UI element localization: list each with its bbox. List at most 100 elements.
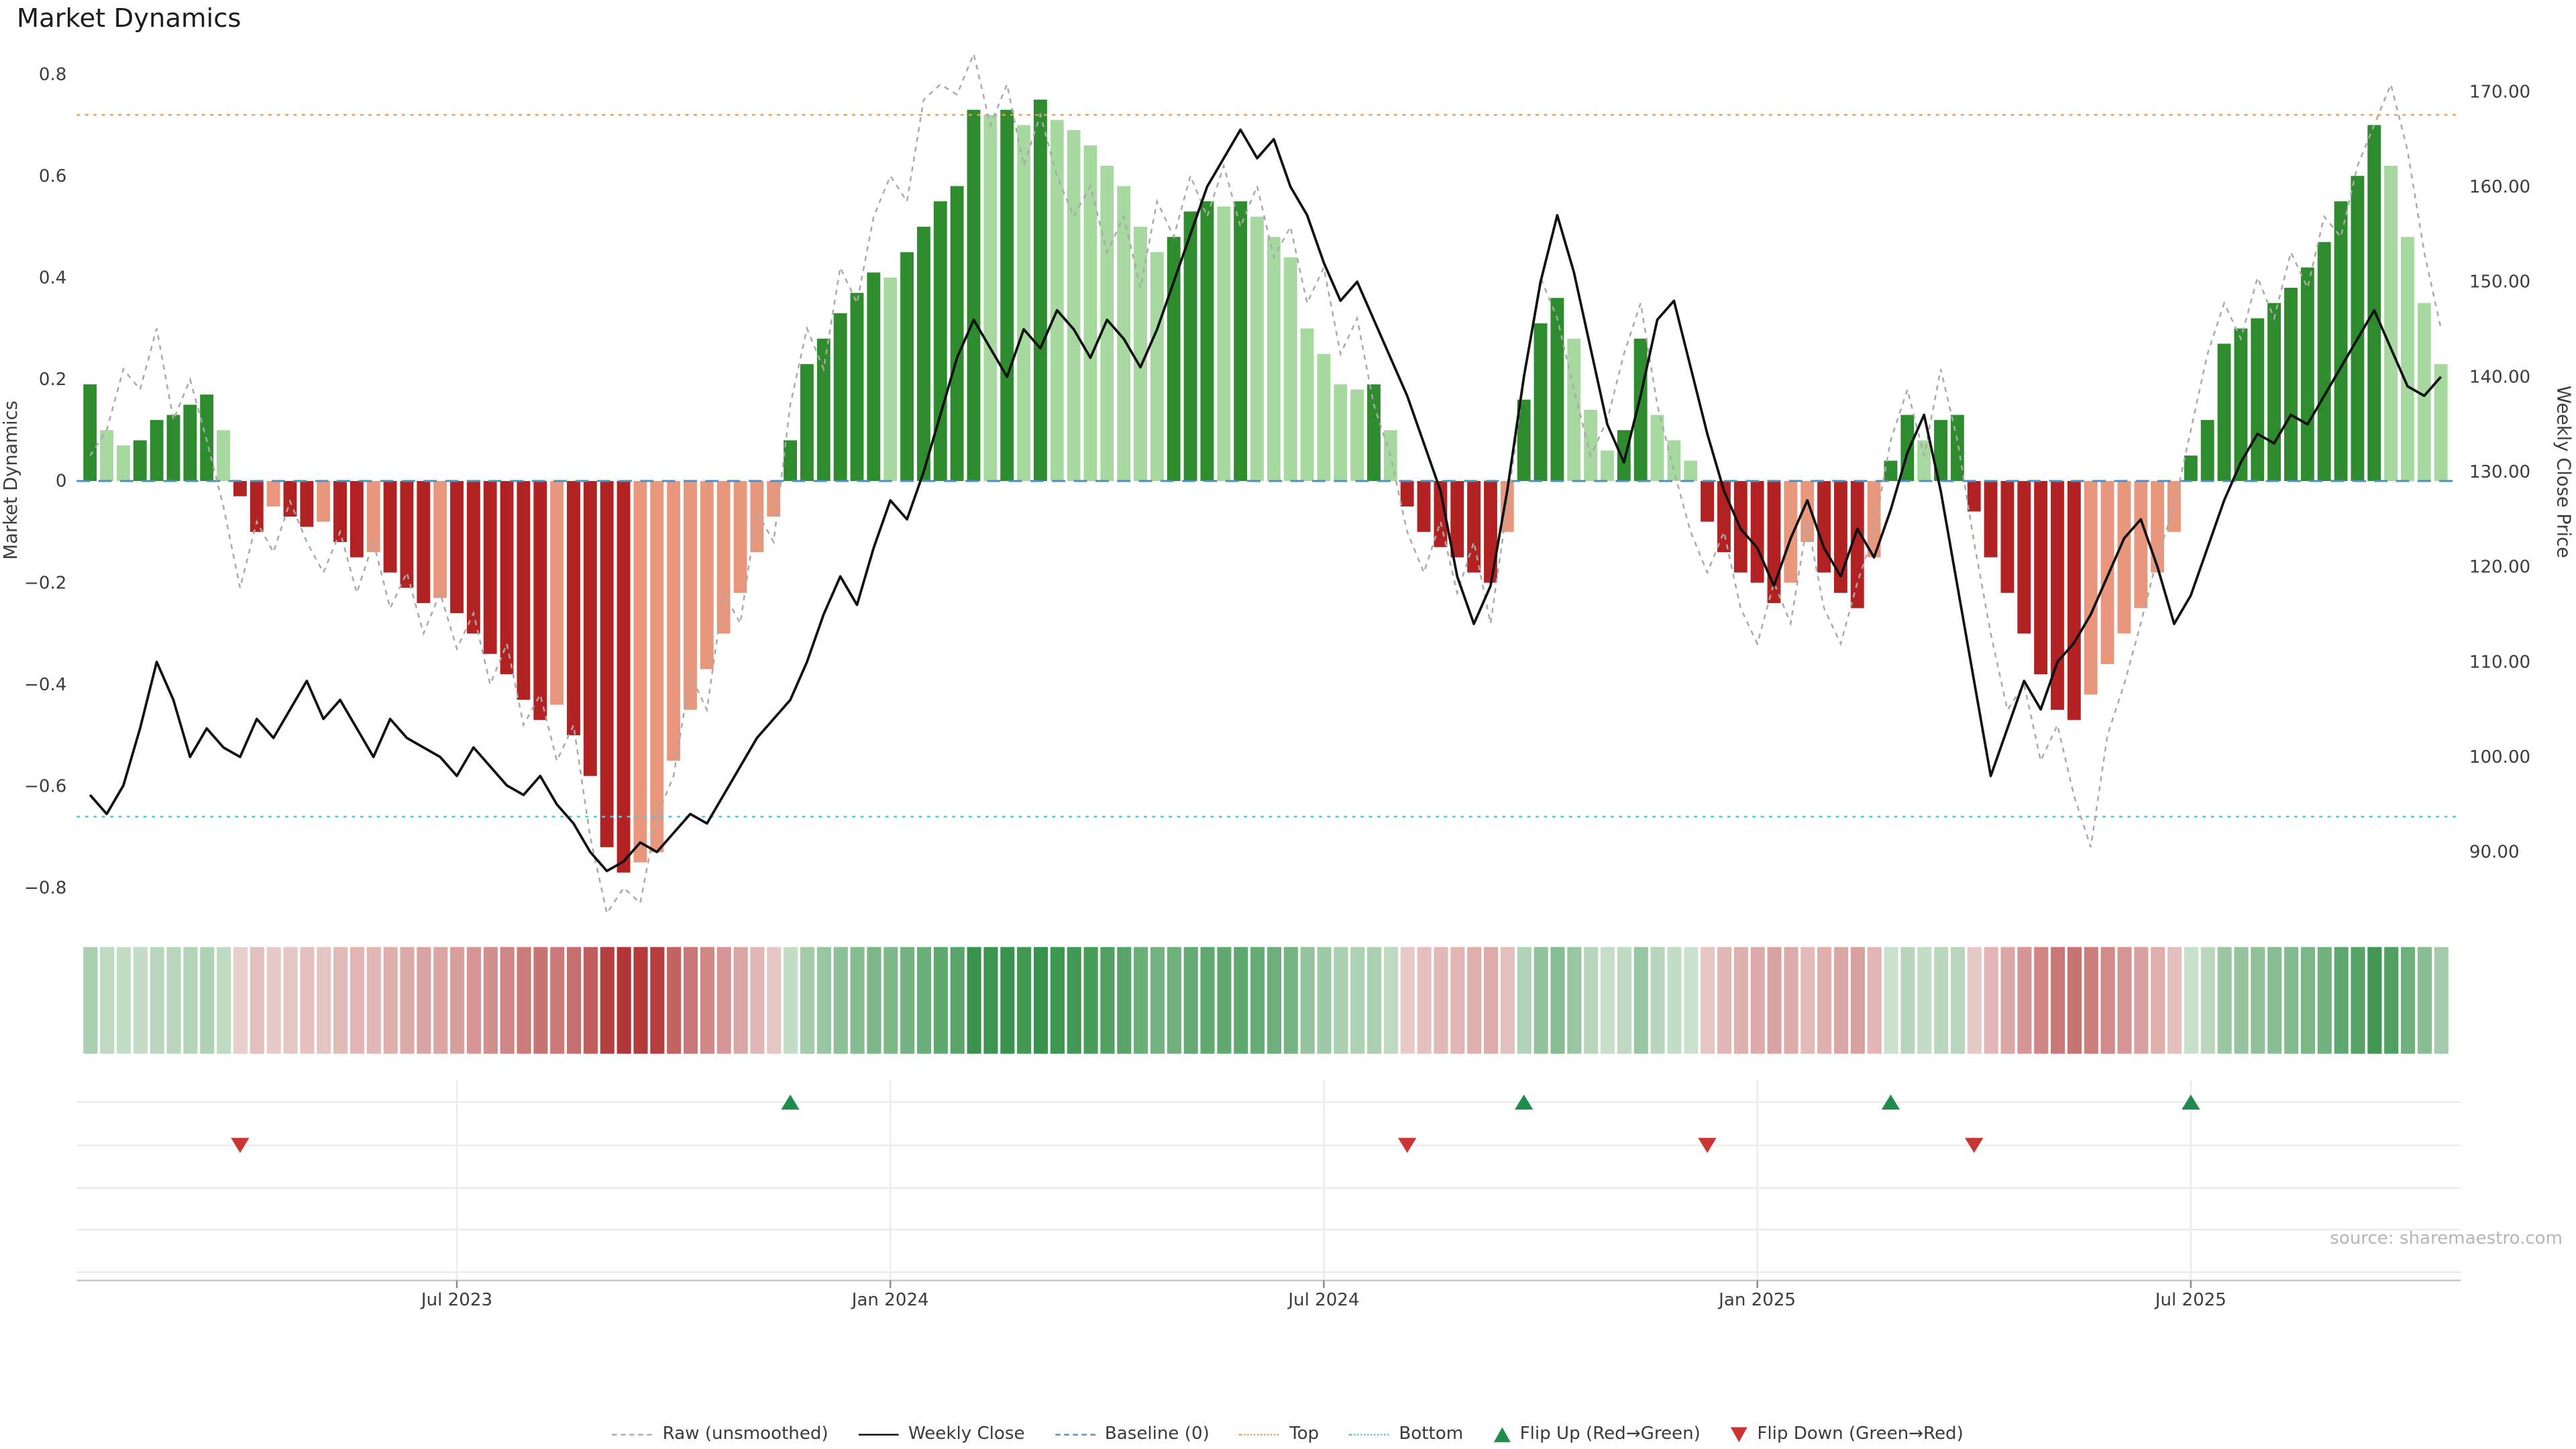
- dynamics-bar: [933, 201, 947, 482]
- heatmap-cell: [767, 947, 782, 1054]
- x-tick-label: Jul 2025: [2154, 1290, 2226, 1310]
- heatmap-cell: [1283, 947, 1298, 1054]
- flip-up-triangle-icon: [1493, 1426, 1510, 1442]
- heatmap-cell: [1400, 947, 1415, 1054]
- heatmap-cell: [1967, 947, 1982, 1054]
- right-axis-title: Weekly Close Price: [2553, 386, 2574, 558]
- heatmap-cell: [2434, 947, 2449, 1054]
- heatmap-cell: [1884, 947, 1898, 1054]
- legend-item-flip-up: Flip Up (Red→Green): [1493, 1424, 1701, 1444]
- heatmap-cell: [900, 947, 915, 1054]
- dynamics-bar: [1500, 481, 1514, 532]
- heatmap-cell: [1417, 947, 1432, 1054]
- dynamics-bar: [967, 109, 981, 482]
- heatmap-cell: [1350, 947, 1365, 1054]
- bottom-line-icon: [1348, 1433, 1389, 1435]
- dynamics-bar: [700, 481, 714, 669]
- heatmap-cell: [233, 947, 248, 1054]
- heatmap-cell: [1950, 947, 1966, 1054]
- dynamics-bar: [1050, 119, 1064, 482]
- heatmap-cell: [684, 947, 698, 1054]
- dynamics-bar: [2151, 481, 2165, 573]
- heatmap-cell: [1784, 947, 1799, 1054]
- heatmap-cell: [1684, 947, 1699, 1054]
- flip-down-marker: [231, 1138, 250, 1153]
- dynamics-bar: [417, 481, 431, 603]
- dynamics-bar: [450, 481, 464, 614]
- flip-up-marker: [2182, 1094, 2200, 1110]
- flip-down-triangle-icon: [1730, 1426, 1748, 1442]
- heatmap-cell: [2234, 947, 2249, 1054]
- heatmap-cell: [2367, 947, 2382, 1054]
- heatmap-cell: [500, 947, 515, 1054]
- heatmap-cell: [883, 947, 898, 1054]
- heatmap-cell: [1234, 947, 1248, 1054]
- heatmap-cell: [1801, 947, 1815, 1054]
- dynamics-bar: [483, 481, 497, 654]
- dynamics-bar: [2384, 166, 2398, 482]
- dynamics-bar: [383, 481, 397, 573]
- dynamics-bar: [1183, 211, 1197, 482]
- heatmap-cell: [116, 947, 131, 1054]
- dynamics-bar: [350, 481, 364, 557]
- heatmap-cell: [1467, 947, 1482, 1054]
- dynamics-bar: [883, 277, 898, 482]
- dynamics-bar: [767, 481, 781, 517]
- y-right-tick-label: 160.00: [2469, 177, 2530, 197]
- dynamics-bar: [1083, 145, 1097, 482]
- heatmap-cell: [583, 947, 598, 1054]
- heatmap-cell: [983, 947, 998, 1054]
- dynamics-bar: [2417, 303, 2431, 482]
- heatmap-cell: [1017, 947, 1032, 1054]
- dynamics-bar: [1701, 481, 1714, 522]
- heatmap-cell: [200, 947, 215, 1054]
- dynamics-bar: [2234, 328, 2248, 482]
- dynamics-bar: [1067, 129, 1081, 482]
- heatmap-cell: [1633, 947, 1648, 1054]
- heatmap-cell: [1717, 947, 1732, 1054]
- heatmap-cell: [383, 947, 398, 1054]
- y-right-tick-label: 170.00: [2469, 82, 2530, 102]
- heatmap-cell: [417, 947, 431, 1054]
- dynamics-bar: [1450, 481, 1464, 557]
- heatmap-cell: [2067, 947, 2082, 1054]
- heatmap-cell: [1500, 947, 1515, 1054]
- dynamics-bar: [1267, 237, 1281, 482]
- flip-down-marker: [1398, 1138, 1417, 1153]
- heatmap-cell: [1117, 947, 1132, 1054]
- dynamics-bar: [2284, 287, 2298, 482]
- legend-label-flip-up: Flip Up (Red→Green): [1519, 1424, 1701, 1444]
- heatmap-cell: [1033, 947, 1049, 1054]
- dynamics-bar: [100, 430, 114, 482]
- heatmap-cell: [633, 947, 648, 1054]
- dynamics-bar: [1600, 450, 1614, 482]
- heatmap-cell: [266, 947, 281, 1054]
- heatmap-cell: [1667, 947, 1682, 1054]
- heatmap-cell: [1733, 947, 1748, 1054]
- heatmap-cell: [716, 947, 731, 1054]
- heatmap-cell: [2151, 947, 2165, 1054]
- left-axis-title: Market Dynamics: [1, 400, 21, 559]
- dynamics-bar: [1417, 481, 1431, 532]
- heatmap-cell: [1134, 947, 1148, 1054]
- heatmap-cell: [700, 947, 714, 1054]
- legend-label-bottom: Bottom: [1399, 1424, 1464, 1444]
- dynamics-bar: [733, 481, 747, 593]
- flip-up-marker: [781, 1094, 800, 1110]
- dynamics-bar: [1984, 481, 1998, 557]
- heatmap-cell: [616, 947, 631, 1054]
- dynamics-bar: [2251, 318, 2265, 482]
- dynamics-bar: [533, 481, 547, 720]
- heatmap-cell: [1334, 947, 1348, 1054]
- heatmap-cell: [450, 947, 465, 1054]
- dynamics-bar: [2300, 267, 2314, 482]
- dynamics-bar: [784, 440, 798, 482]
- heatmap-cell: [400, 947, 415, 1054]
- dynamics-bar: [2051, 481, 2064, 710]
- dynamics-bar: [2034, 481, 2048, 675]
- y-right-tick-label: 150.00: [2469, 272, 2530, 292]
- heatmap-cell: [1934, 947, 1949, 1054]
- dynamics-bar: [1950, 415, 1964, 482]
- dynamics-bar: [1167, 237, 1181, 482]
- legend-item-top: Top: [1239, 1424, 1319, 1444]
